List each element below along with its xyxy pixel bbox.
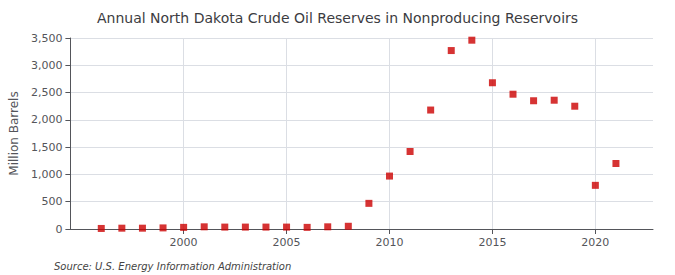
svg-text:Annual North Dakota Crude Oil: Annual North Dakota Crude Oil Reserves i… [97, 10, 578, 26]
svg-text:2020: 2020 [581, 236, 609, 249]
svg-text:0: 0 [55, 223, 62, 236]
svg-text:2010: 2010 [375, 236, 403, 249]
svg-text:3,000: 3,000 [31, 59, 63, 72]
svg-text:2,500: 2,500 [31, 86, 63, 99]
svg-text:1,000: 1,000 [31, 168, 63, 181]
svg-text:500: 500 [41, 195, 62, 208]
svg-text:3,500: 3,500 [31, 32, 63, 45]
svg-text:1,500: 1,500 [31, 141, 63, 154]
svg-text:2015: 2015 [478, 236, 506, 249]
svg-text:2,000: 2,000 [31, 113, 63, 126]
svg-text:2005: 2005 [273, 236, 301, 249]
svg-text:Million Barrels: Million Barrels [7, 91, 21, 175]
svg-text:2000: 2000 [170, 236, 198, 249]
svg-text:Source: U.S. Energy Informatio: Source: U.S. Energy Information Administ… [54, 261, 291, 272]
